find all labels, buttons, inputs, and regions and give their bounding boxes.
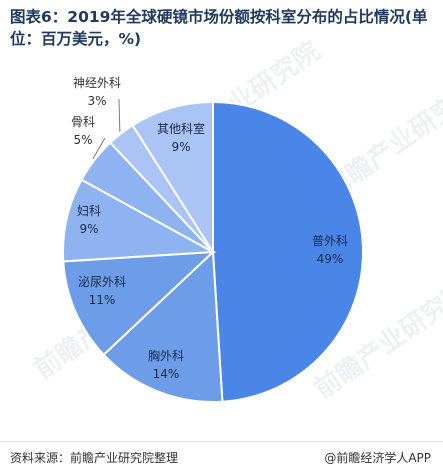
slice-value-label: 11% [89,293,116,307]
slice-value-label: 49% [317,252,344,266]
slice-label: 普外科 [312,234,348,248]
leader-line [118,98,121,132]
slice-label: 胸外科 [148,348,184,363]
leader-line [92,137,106,160]
slice-value-label: 9% [79,222,98,236]
pie-slice [62,178,217,263]
pie-slice [131,100,214,256]
slice-label: 泌尿外科 [78,275,126,289]
footer-divider [0,441,443,442]
source-note: 资料来源：前瞻产业研究院整理 [10,451,179,465]
slice-value-label: 3% [87,94,106,108]
slice-label: 其他科室 [157,121,205,136]
slice-label: 骨科 [71,115,95,129]
pie-chart: 普外科 49% 胸外科 14% 泌尿外科 11% 妇科 9% 骨科 5% 神经外科 3% 其他科室 9% [62,76,364,403]
brand-credit: @前瞻经济学人APP [324,451,431,465]
slice-label: 神经外科 [73,76,121,90]
slice-value-label: 14% [153,367,180,381]
slice-value-label: 5% [73,133,92,147]
chart-title: 图表6：2019年全球硬镜市场份额按科室分布的占比情况(单位：百万美元，%) [10,8,428,48]
slice-value-label: 9% [171,140,190,154]
pie-slice [212,100,364,403]
pie-slice [102,249,224,403]
slice-label: 妇科 [77,204,101,218]
pie-slice [62,250,216,357]
